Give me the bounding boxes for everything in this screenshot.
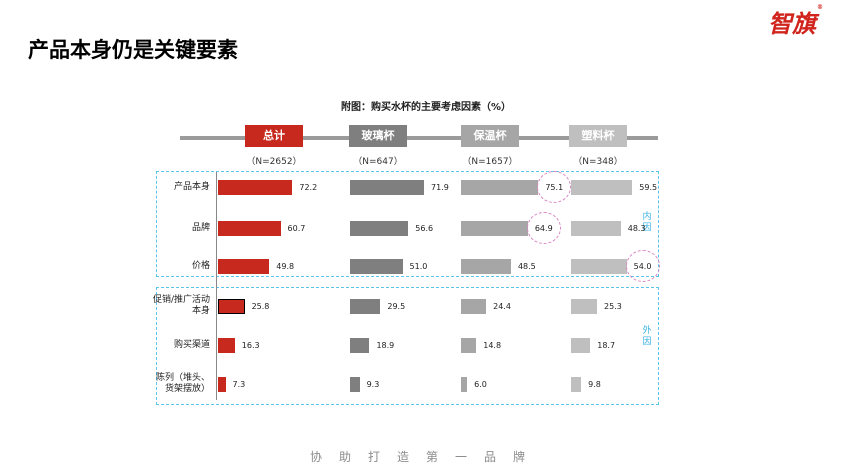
bar-2-4 bbox=[461, 338, 477, 353]
bar-3-2 bbox=[571, 259, 627, 274]
category-label-1: 品牌 bbox=[191, 222, 210, 233]
bar-2-1 bbox=[461, 221, 528, 236]
bar-2-3 bbox=[461, 299, 487, 314]
group-label-external: 外因 bbox=[642, 326, 652, 347]
bar-1-1 bbox=[350, 221, 409, 236]
highlight-circle-2-0 bbox=[537, 171, 572, 203]
value-label-0-2: 49.8 bbox=[276, 262, 295, 271]
series-header-0: 总计 bbox=[245, 125, 303, 147]
footer-slogan: 协助打造第一品牌 bbox=[309, 450, 542, 464]
value-label-3-3: 25.3 bbox=[604, 302, 622, 311]
bar-3-1 bbox=[571, 221, 621, 236]
category-label-5: 陈列（堆头、货架摆放） bbox=[155, 373, 210, 394]
bar-0-4 bbox=[218, 338, 235, 353]
bar-2-5 bbox=[461, 377, 468, 392]
series-header-2: 保温杯 bbox=[461, 125, 519, 147]
value-label-0-3: 25.8 bbox=[251, 302, 270, 311]
value-label-0-4: 16.3 bbox=[241, 341, 260, 350]
category-label-2: 价格 bbox=[191, 260, 210, 271]
registered-mark: ® bbox=[817, 4, 823, 11]
series-header-3: 塑料杯 bbox=[569, 125, 627, 147]
value-label-0-5: 7.3 bbox=[232, 380, 246, 389]
value-label-1-5: 9.3 bbox=[366, 380, 380, 389]
value-label-2-3: 24.4 bbox=[493, 302, 511, 311]
bar-3-0 bbox=[571, 180, 633, 195]
bar-1-5 bbox=[350, 377, 360, 392]
bar-0-5 bbox=[218, 377, 226, 392]
value-label-1-0: 71.9 bbox=[431, 183, 449, 192]
series-sample-size-1: （N=647） bbox=[353, 157, 403, 167]
brand-logo: 智旗® bbox=[768, 4, 823, 39]
value-label-2-2: 48.5 bbox=[517, 262, 536, 271]
logo-text: 智旗 bbox=[768, 9, 816, 38]
value-label-2-5: 6.0 bbox=[474, 380, 487, 389]
bar-0-3 bbox=[218, 299, 245, 314]
header-line bbox=[180, 136, 658, 140]
bar-3-3 bbox=[571, 299, 598, 314]
category-label-4: 购买渠道 bbox=[173, 339, 210, 350]
highlight-circle-2-1 bbox=[526, 212, 561, 244]
bar-0-0 bbox=[218, 180, 293, 195]
value-label-1-3: 29.5 bbox=[387, 302, 406, 311]
category-axis bbox=[216, 172, 217, 400]
chart-title: 附图：购买水杯的主要考虑因素（%） bbox=[340, 102, 512, 113]
group-box-external bbox=[156, 287, 659, 405]
bar-2-2 bbox=[461, 259, 511, 274]
series-sample-size-3: （N=348） bbox=[573, 157, 623, 167]
series-sample-size-0: （N=2652） bbox=[246, 157, 302, 167]
value-label-0-0: 72.2 bbox=[299, 183, 318, 192]
group-box-internal bbox=[156, 171, 659, 277]
value-label-3-5: 9.8 bbox=[588, 380, 601, 389]
category-label-3: 促销/推广活动本身 bbox=[152, 295, 210, 316]
value-label-1-4: 18.9 bbox=[376, 341, 395, 350]
value-label-2-4: 14.8 bbox=[483, 341, 502, 350]
series-header-1: 玻璃杯 bbox=[349, 125, 407, 147]
bar-3-5 bbox=[571, 377, 582, 392]
bar-1-3 bbox=[350, 299, 381, 314]
group-label-internal: 内因 bbox=[642, 212, 652, 233]
bar-3-4 bbox=[571, 338, 591, 353]
bar-0-2 bbox=[218, 259, 270, 274]
series-sample-size-2: （N=1657） bbox=[462, 157, 518, 167]
bar-1-2 bbox=[350, 259, 403, 274]
value-label-3-4: 18.7 bbox=[597, 341, 616, 350]
value-label-3-1: 48.3 bbox=[627, 224, 646, 233]
value-label-3-0: 59.5 bbox=[639, 183, 658, 192]
bar-2-0 bbox=[461, 180, 539, 195]
bar-1-0 bbox=[350, 180, 425, 195]
value-label-1-1: 56.6 bbox=[415, 224, 434, 233]
value-label-0-1: 60.7 bbox=[287, 224, 306, 233]
bar-0-1 bbox=[218, 221, 281, 236]
highlight-circle-3-2 bbox=[625, 250, 660, 282]
value-label-1-2: 51.0 bbox=[409, 262, 428, 271]
page-title: 产品本身仍是关键要素 bbox=[28, 38, 238, 62]
bar-1-4 bbox=[350, 338, 370, 353]
category-label-0: 产品本身 bbox=[173, 181, 210, 192]
